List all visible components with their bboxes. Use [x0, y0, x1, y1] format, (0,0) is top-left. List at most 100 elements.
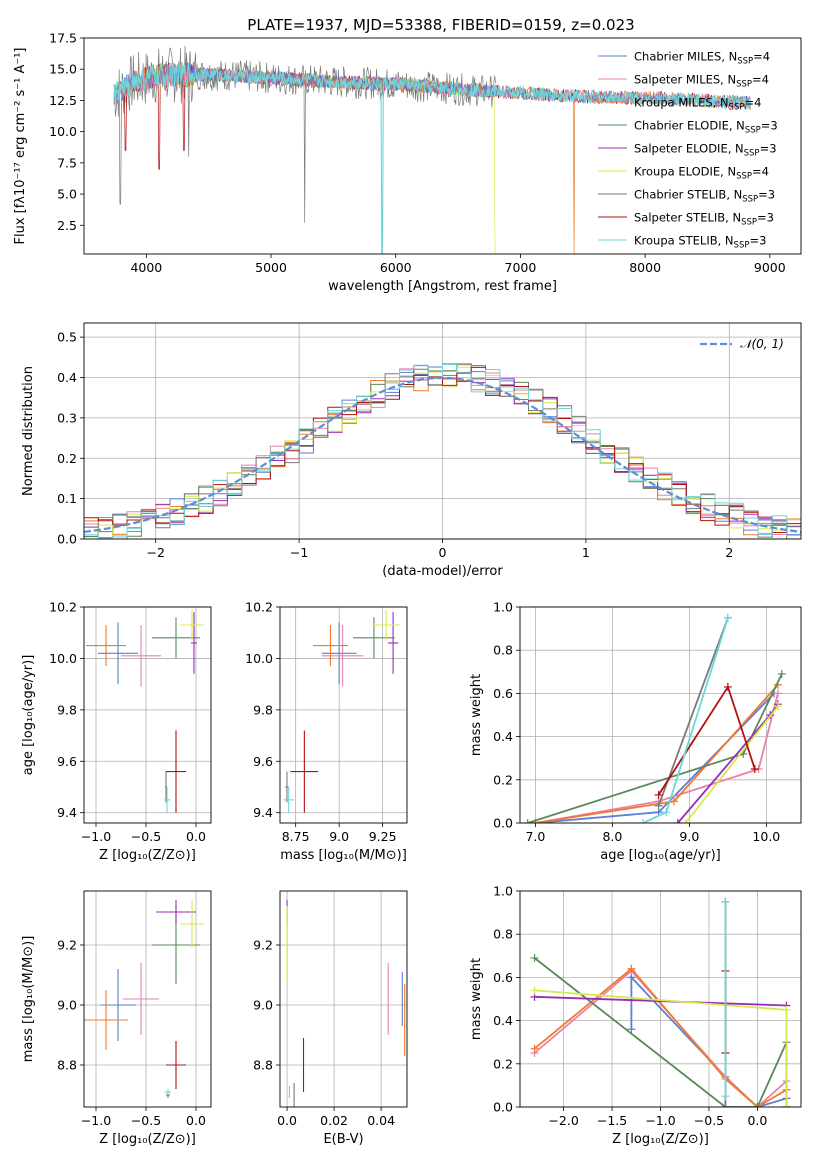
y-tick-label: 9.0	[57, 998, 77, 1013]
errorbar-point-kroupa_stelib	[164, 787, 170, 813]
panel-mass_weight_vs_age: 7.0 8.0 9.0 10.0 0.0 0.2 0.4 0.6 0.8 1.0 age [log₁…	[469, 600, 802, 863]
x-tick-label: −0.5	[694, 1113, 724, 1128]
weight-marker	[627, 964, 636, 973]
axes-frame	[519, 890, 802, 1108]
y-axis-label: mass weight	[469, 674, 484, 756]
spectrum-line-salpeter_miles	[113, 62, 751, 110]
x-tick-label: −1.5	[597, 1113, 627, 1128]
legend-label: Kroupa MILES, NSSP=4	[634, 96, 761, 113]
x-tick-label: 8.0	[602, 829, 622, 844]
y-tick-label: 9.2	[253, 938, 273, 953]
y-tick-label: 9.6	[253, 754, 273, 769]
panel-spectrum: 4000 5000 6000 7000 8000 9000 2.5 5.0 7.5 10.0 12.…	[13, 31, 802, 294]
weight-marker	[627, 1025, 636, 1034]
y-tick-label: 8.8	[253, 1058, 273, 1073]
histogram-salpeter_stelib	[84, 366, 801, 533]
errorbar-point-kroupa_elodie	[180, 900, 204, 948]
errorbar-point-kroupa_miles	[313, 625, 348, 667]
panel-mass_vs_ebv: 0.0 0.02 0.04 8.8 9.0 9.2 E(B-V)	[253, 890, 408, 1147]
plot-area	[84, 363, 801, 539]
errorbar-point-kroupa_elodie	[372, 609, 401, 641]
plot-area	[86, 609, 204, 813]
y-tick-label: 0.2	[57, 451, 77, 466]
y-tick-label: 10.0	[245, 651, 273, 666]
legend-label: Chabrier ELODIE, NSSP=3	[634, 119, 778, 136]
weight-marker	[777, 669, 786, 678]
y-tick-label: 0.1	[57, 491, 77, 506]
axes-frame	[83, 890, 212, 1108]
y-tick-label: 1.0	[493, 600, 513, 615]
x-axis-label: age [log₁₀(age/yr)]	[600, 848, 721, 863]
x-tick-label: 9.25	[369, 829, 397, 844]
legend-label: Kroupa ELODIE, NSSP=4	[634, 165, 769, 182]
panel-mass_vs_Z: −1.0 −0.5 0.0 8.8 9.0 9.2 Z [log₁₀(Z/Z⊙)] mass …	[21, 890, 212, 1147]
y-tick-label: 9.2	[57, 938, 77, 953]
histogram-kroupa_stelib	[84, 364, 801, 539]
x-tick-label: −1.0	[81, 1113, 111, 1128]
errorbar-point-chabrier_miles	[100, 969, 136, 1041]
plot-area	[283, 609, 401, 813]
y-tick-label: 0.4	[493, 729, 513, 744]
x-tick-label: −1.0	[81, 829, 111, 844]
weight-marker	[654, 801, 663, 810]
y-tick-label: 0.8	[493, 643, 513, 658]
x-tick-label: 2	[725, 545, 733, 560]
plot-area	[286, 900, 406, 1107]
x-tick-label: −0.5	[131, 829, 161, 844]
weight-marker	[753, 1103, 762, 1107]
x-tick-label: 9.0	[679, 829, 699, 844]
legend-label: Chabrier MILES, NSSP=4	[634, 50, 770, 67]
y-tick-label: 9.0	[253, 998, 273, 1013]
plot-area	[84, 900, 204, 1098]
errorbar-point-salpeter_elodie	[387, 612, 399, 674]
errorbar-point-chabrier_elodie	[353, 617, 395, 659]
x-tick-label: −2.0	[548, 1113, 578, 1128]
y-tick-label: 0.2	[493, 772, 513, 787]
y-tick-label: 0.5	[57, 330, 77, 345]
plot-area	[113, 45, 752, 254]
axes-frame	[83, 322, 802, 540]
y-tick-label: 1.0	[493, 884, 513, 899]
x-axis-label: Z [log₁₀(Z/Z⊙)]	[99, 848, 196, 863]
axes-frame	[279, 606, 408, 824]
weight-marker	[773, 702, 782, 711]
x-axis-label: wavelength [Angstrom, rest frame]	[328, 279, 557, 294]
legend-label: Salpeter ELODIE, NSSP=3	[634, 142, 777, 159]
y-tick-label: 10.0	[49, 651, 77, 666]
weight-line-salpeter_elodie	[677, 703, 779, 823]
x-tick-label: 0.0	[186, 1113, 206, 1128]
axes-frame	[279, 890, 408, 1108]
errorbar-point-kroupa_miles	[86, 625, 126, 667]
legend-label: Chabrier STELIB, NSSP=3	[634, 188, 775, 205]
y-tick-label: 0.0	[493, 816, 513, 831]
weight-marker	[782, 1005, 791, 1014]
weight-marker	[654, 790, 663, 799]
legend-label: Salpeter STELIB, NSSP=3	[634, 211, 774, 228]
plot-area	[523, 613, 786, 823]
y-tick-label: 8.8	[57, 1058, 77, 1073]
errorbar-point-salpeter_miles	[123, 963, 159, 1035]
legend-label: Salpeter MILES, NSSP=4	[634, 73, 769, 90]
y-tick-label: 5.0	[57, 187, 77, 202]
x-tick-label: 0.04	[367, 1113, 395, 1128]
x-tick-label: 5000	[255, 260, 287, 275]
x-axis-label: mass [log₁₀(M/M⊙)]	[280, 848, 407, 863]
x-tick-label: 6000	[380, 260, 412, 275]
y-tick-label: 2.5	[57, 218, 77, 233]
y-tick-label: 0.0	[493, 1100, 513, 1115]
y-axis-label: Flux [fλ10⁻¹⁷ erg cm⁻² s⁻¹ A⁻¹]	[13, 48, 28, 245]
errorbar-point-salpeter_elodie	[191, 612, 197, 674]
figure-title: PLATE=1937, MJD=53388, FIBERID=0159, z=0…	[247, 16, 634, 34]
y-axis-label: mass weight	[469, 958, 484, 1040]
weight-marker	[721, 1103, 730, 1107]
errorbar-point-kroupa_stelib	[283, 787, 294, 813]
x-tick-label: 0.0	[747, 1113, 767, 1128]
x-axis-label: E(B-V)	[323, 1132, 363, 1147]
x-tick-label: −2	[146, 545, 164, 560]
errorbar-point-chabrier_stelib	[285, 771, 289, 803]
weight-line-kroupa_elodie	[684, 705, 779, 823]
grid	[280, 606, 407, 823]
y-tick-label: 9.4	[57, 805, 77, 820]
panel-residuals: −2 −1 0 1 2 0.0 0.1 0.2 0.3 0.4 0.5 (data-model)/er…	[21, 322, 802, 579]
